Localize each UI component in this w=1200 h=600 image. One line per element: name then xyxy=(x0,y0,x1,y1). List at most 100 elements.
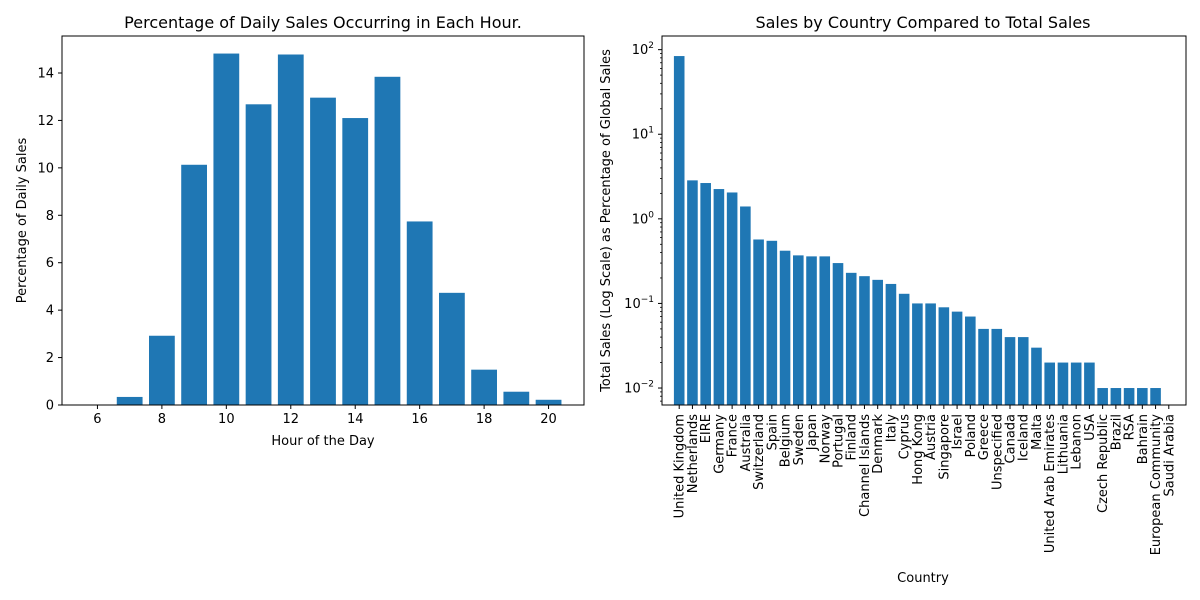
hourly-sales-chart: Percentage of Daily Sales Occurring in E… xyxy=(15,13,585,449)
country-y-tick-label: 100 xyxy=(632,210,655,227)
country-x-tick-label: Czech Republic xyxy=(1096,414,1111,513)
country-bar-netherlands xyxy=(687,180,698,405)
country-bar-belgium xyxy=(779,250,791,405)
country-x-tick-label: Belgium xyxy=(779,414,794,467)
hourly-x-tick-label: 16 xyxy=(411,412,428,427)
country-y-minor-ticks xyxy=(660,53,662,402)
country-x-tick-label: Hong Kong xyxy=(911,414,926,485)
country-bar-hong-kong xyxy=(912,303,923,405)
country-x-tick-label: Lebanon xyxy=(1070,414,1085,470)
hourly-y-tick-label: 8 xyxy=(46,209,54,224)
hourly-x-tick-label: 14 xyxy=(347,412,364,427)
country-bar-israel xyxy=(951,311,963,405)
hourly-bars xyxy=(116,53,562,406)
hourly-bar-18 xyxy=(471,369,497,405)
hourly-bar-17 xyxy=(439,292,465,405)
country-bar-austria xyxy=(925,303,936,405)
hourly-y-axis-label: Percentage of Daily Sales xyxy=(15,138,30,304)
country-sales-chart: Sales by Country Compared to Total Sales… xyxy=(599,13,1187,586)
hourly-y-tick-label: 4 xyxy=(46,304,54,319)
country-y-tick-label: 102 xyxy=(632,41,654,58)
country-bar-channel-islands xyxy=(859,276,870,405)
country-bar-united-arab-emirates xyxy=(1044,362,1055,405)
country-bar-france xyxy=(726,192,738,405)
country-y-tick-label: 101 xyxy=(632,126,654,143)
hourly-plot-frame xyxy=(61,35,585,406)
hourly-x-ticks: 6 8 10 12 14 16 18 20 xyxy=(93,405,557,427)
country-bar-denmark xyxy=(872,279,883,405)
hourly-bar-9 xyxy=(181,164,207,405)
country-x-tick-label: Austria xyxy=(924,414,939,460)
country-chart-title: Sales by Country Compared to Total Sales xyxy=(755,13,1090,32)
country-x-tick-label: Spain xyxy=(765,414,780,450)
country-bar-greece xyxy=(978,328,989,405)
country-bar-czech-republic xyxy=(1097,388,1108,405)
country-x-tick-label: Japan xyxy=(805,414,820,451)
hourly-y-tick-label: 10 xyxy=(37,161,54,176)
country-bar-rsa xyxy=(1123,388,1135,405)
country-x-tick-label: Germany xyxy=(712,414,727,474)
country-x-tick-label: Greece xyxy=(977,414,992,460)
hourly-x-tick-label: 12 xyxy=(283,412,300,427)
country-bar-portugal xyxy=(832,263,844,405)
hourly-bar-12 xyxy=(277,54,304,405)
hourly-bar-14 xyxy=(342,118,369,406)
country-x-tick-label: Sweden xyxy=(792,414,807,465)
hourly-bar-19 xyxy=(503,391,530,405)
hourly-y-tick-label: 2 xyxy=(46,351,54,366)
country-x-tick-label: Cyprus xyxy=(898,414,913,460)
country-bar-cyprus xyxy=(898,293,910,405)
hourly-y-tick-label: 6 xyxy=(46,256,54,271)
country-x-tick-label: Israel xyxy=(951,414,966,450)
country-bar-italy xyxy=(885,283,897,405)
country-x-tick-label: Brazil xyxy=(1109,414,1124,450)
country-bar-switzerland xyxy=(753,239,764,405)
hourly-y-tick-label: 12 xyxy=(37,114,54,129)
country-x-tick-label: European Community xyxy=(1149,414,1164,556)
country-x-tick-label: USA xyxy=(1083,414,1098,441)
country-bar-european-community xyxy=(1150,388,1161,405)
country-bars xyxy=(673,56,1161,406)
country-x-tick-label: Unspecified xyxy=(990,414,1005,490)
country-x-tick-label: Channel Islands xyxy=(858,414,873,517)
country-x-tick-label: Switzerland xyxy=(752,414,767,490)
country-y-tick-label: 10−1 xyxy=(624,295,654,312)
country-x-tick-label: Norway xyxy=(818,414,833,464)
country-x-tick-label: Bahrain xyxy=(1136,414,1151,464)
hourly-bar-15 xyxy=(374,76,401,405)
country-x-tick-label: United Arab Emirates xyxy=(1043,414,1058,553)
country-x-tick-label: United Kingdom xyxy=(673,414,688,518)
hourly-y-ticks: 0 2 4 6 8 10 12 14 xyxy=(37,66,62,414)
country-bar-japan xyxy=(806,256,817,405)
country-bar-norway xyxy=(819,256,831,405)
country-x-tick-label: France xyxy=(726,414,741,457)
hourly-x-tick-label: 20 xyxy=(540,412,557,427)
country-bar-lebanon xyxy=(1070,362,1082,405)
country-x-tick-label: Lithuania xyxy=(1056,414,1071,474)
country-x-ticks: United KingdomNetherlandsEIREGermanyFran… xyxy=(673,405,1177,556)
hourly-bar-13 xyxy=(310,97,336,405)
country-bar-canada xyxy=(1004,337,1016,405)
hourly-x-tick-label: 6 xyxy=(93,412,101,427)
country-x-tick-label: RSA xyxy=(1123,414,1138,441)
country-bar-lithuania xyxy=(1057,362,1069,405)
hourly-chart-title: Percentage of Daily Sales Occurring in E… xyxy=(124,13,522,32)
country-x-tick-label: Malta xyxy=(1030,414,1045,450)
country-bar-poland xyxy=(965,316,976,405)
hourly-x-axis-label: Hour of the Day xyxy=(271,434,375,449)
country-x-tick-label: EIRE xyxy=(699,414,714,443)
country-bar-bahrain xyxy=(1137,388,1148,405)
country-bar-iceland xyxy=(1017,337,1029,405)
hourly-y-tick-label: 14 xyxy=(37,66,54,81)
country-bar-malta xyxy=(1031,347,1042,405)
country-x-tick-label: Saudi Arabia xyxy=(1162,414,1177,497)
hourly-x-tick-label: 10 xyxy=(218,412,235,427)
country-x-tick-label: Finland xyxy=(845,414,860,460)
country-bar-eire xyxy=(700,183,711,405)
hourly-bar-20 xyxy=(535,399,562,405)
country-x-tick-label: Italy xyxy=(884,414,899,443)
hourly-bar-16 xyxy=(406,221,433,405)
hourly-x-tick-label: 18 xyxy=(476,412,493,427)
hourly-bar-7 xyxy=(116,396,143,405)
